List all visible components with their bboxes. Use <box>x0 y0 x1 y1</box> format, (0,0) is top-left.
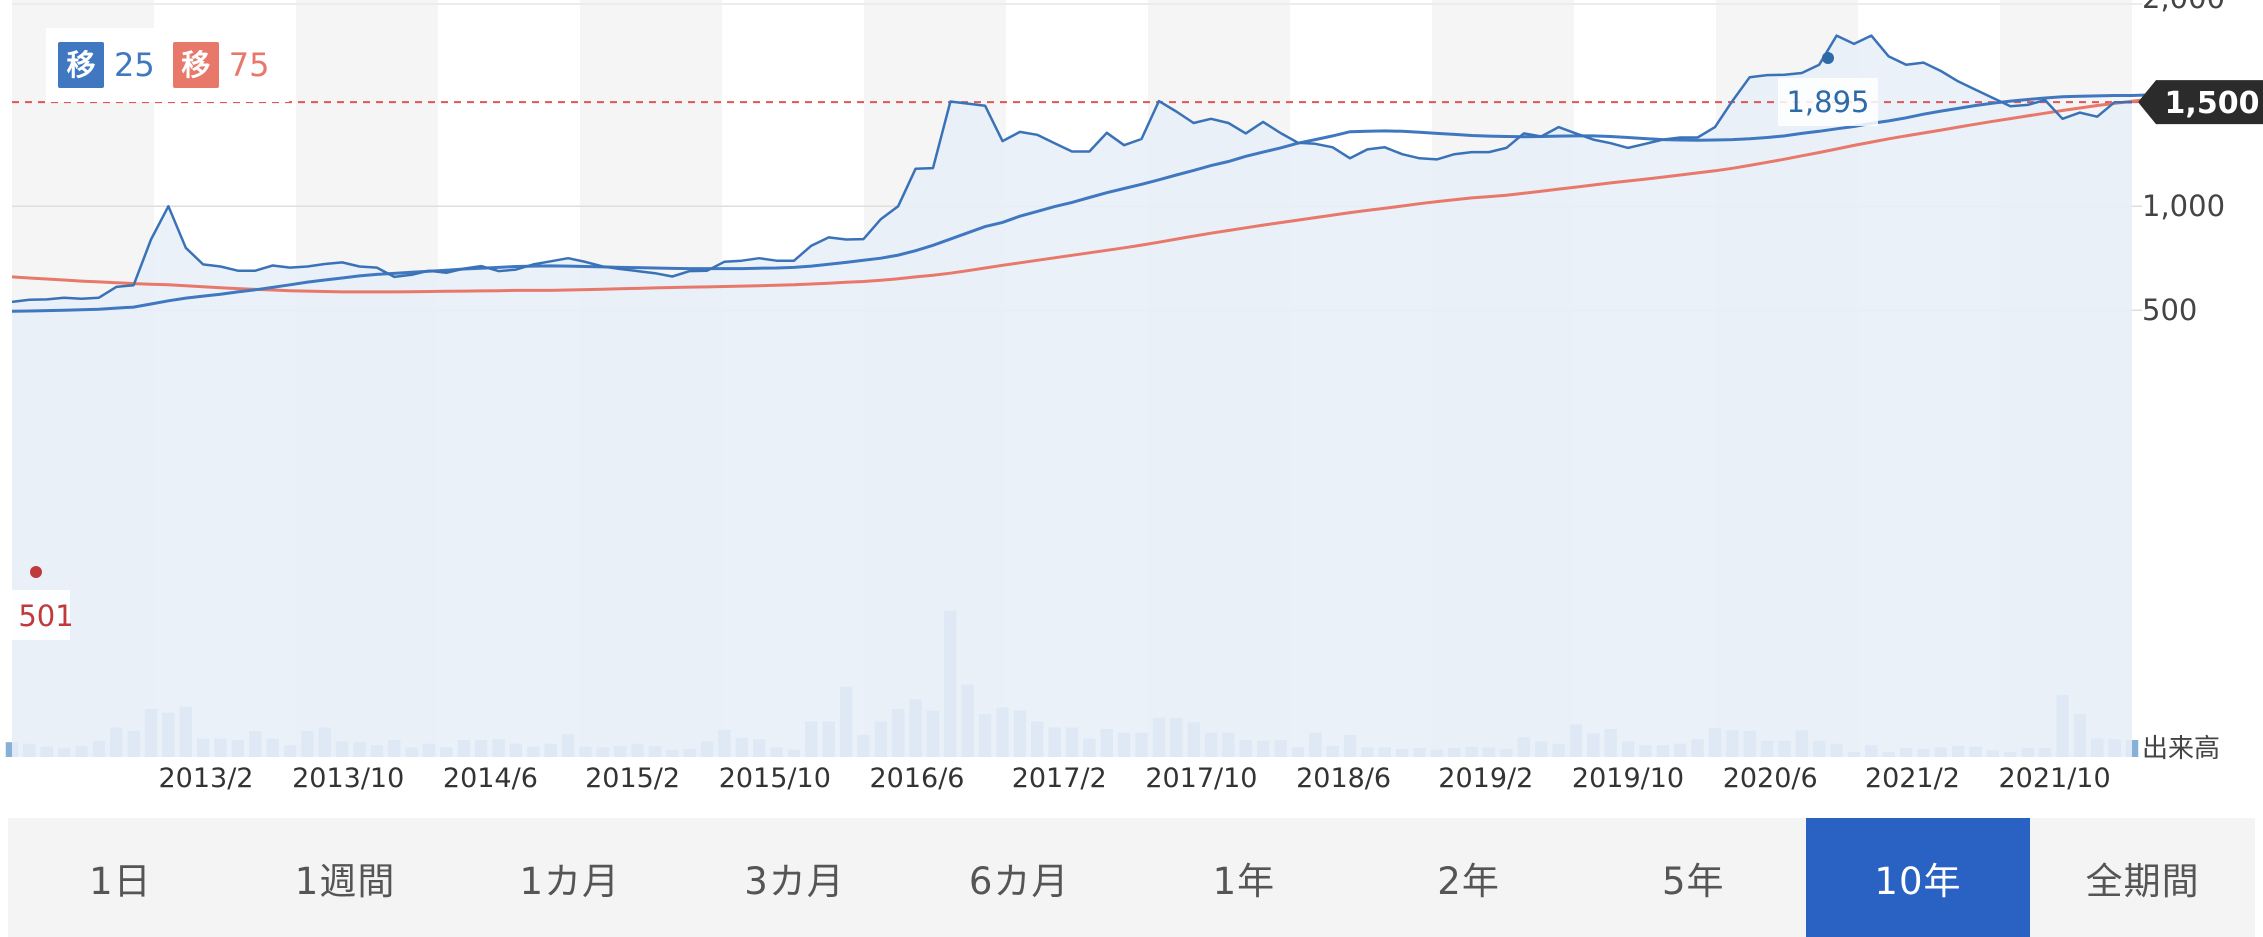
x-tick-label: 2015/10 <box>719 763 831 794</box>
legend-ma75-badge: 移 <box>172 42 219 88</box>
tab-1d[interactable]: 1日 <box>89 859 152 903</box>
ma75-line <box>11 95 2168 294</box>
tab-1y[interactable]: 1年 <box>1212 859 1276 903</box>
tab-3m[interactable]: 3カ月 <box>744 859 845 903</box>
x-tick-label: 2014/6 <box>443 763 538 794</box>
high-label: 1,895 <box>1786 85 1869 119</box>
legend-ma75-value: 75 <box>228 46 270 84</box>
tab-all[interactable]: 全期間 <box>2085 859 2200 903</box>
current-price-tag-bg <box>2138 80 2263 125</box>
x-tick-label: 2015/2 <box>585 763 680 794</box>
high-marker <box>1822 52 1834 64</box>
tab-1w[interactable]: 1週間 <box>294 859 396 903</box>
tab-5y[interactable]: 5年 <box>1662 859 1725 903</box>
legend-ma25-badge: 移 <box>58 42 104 88</box>
volume-axis-label: 出来高 <box>2142 734 2220 764</box>
x-tick-label: 2019/10 <box>1572 763 1684 794</box>
x-tick-label: 2013/10 <box>292 763 404 794</box>
price-line <box>11 34 2132 304</box>
y-tick-label: 500 <box>2142 293 2197 327</box>
ma25-line <box>11 92 2167 313</box>
stock-chart: 1,895 501 2013/2 2013/10 2014/6 2015/2 2015/1… <box>5 0 2263 794</box>
x-tick-label: 2013/2 <box>159 763 254 794</box>
high-label-bg <box>1778 78 1878 126</box>
x-tick-labels: 2013/2 2013/10 2014/6 2015/2 2015/10 2016/6 20… <box>159 763 2111 794</box>
y-tick-labels: 2,000 1,000 500 出来高 <box>2142 0 2225 764</box>
low-marker <box>30 566 42 578</box>
current-price-tag: 1,500 <box>2138 80 2263 125</box>
x-tick-label: 2016/6 <box>870 763 965 794</box>
period-tabs: 1日 1週間 1カ月 3カ月 6カ月 1年 2年 5年 10年 全期間 <box>8 818 2255 937</box>
x-tick-label: 2018/6 <box>1296 763 1391 794</box>
x-tick-label: 2017/10 <box>1145 763 1257 794</box>
low-label: 501 <box>18 599 73 633</box>
x-tick-label: 2020/6 <box>1723 763 1818 794</box>
tab-10y[interactable]: 10年 <box>1805 818 2031 937</box>
tab-6m[interactable]: 6カ月 <box>968 859 1070 903</box>
x-tick-label: 2017/2 <box>1012 763 1107 794</box>
current-price-value: 1,500 <box>2165 86 2260 121</box>
legend: 移 25 移 75 <box>46 28 290 102</box>
tab-2y[interactable]: 2年 <box>1437 859 1500 903</box>
y-tick-label: 2,000 <box>2142 0 2225 15</box>
legend-ma25-value: 25 <box>114 46 155 84</box>
price-area <box>12 35 2132 758</box>
x-tick-label: 2021/2 <box>1865 763 1960 794</box>
low-label-bg <box>10 590 70 640</box>
tab-1m[interactable]: 1カ月 <box>519 859 621 903</box>
x-tick-label: 2021/10 <box>1999 763 2111 794</box>
extreme-markers: 1,895 501 <box>10 52 1878 640</box>
x-tick-label: 2019/2 <box>1438 763 1533 794</box>
y-tick-label: 1,000 <box>2142 189 2225 223</box>
